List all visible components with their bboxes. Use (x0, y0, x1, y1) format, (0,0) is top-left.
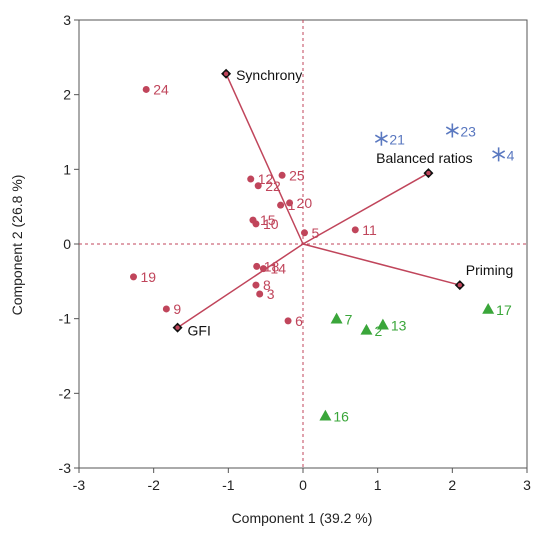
point-label: 11 (362, 222, 377, 238)
point-label: 13 (391, 318, 407, 334)
x-tick-label: -3 (73, 477, 86, 493)
point-label: 4 (507, 147, 515, 163)
vector-label: GFI (188, 323, 211, 339)
data-point (247, 175, 255, 183)
point-label: 6 (295, 313, 303, 329)
vector-end-dot (223, 71, 229, 76)
data-point (286, 199, 294, 207)
y-tick-label: 0 (63, 236, 71, 252)
x-tick-label: 0 (299, 477, 307, 493)
x-tick-label: 3 (523, 477, 531, 493)
point-label: 5 (311, 225, 319, 241)
vector-label: Priming (466, 262, 513, 278)
loading-vectors: Synchrony Balanced ratios Priming GFI (172, 67, 513, 339)
data-point (284, 317, 292, 325)
x-tick-label: -1 (222, 477, 235, 493)
data-point (492, 150, 506, 159)
y-tick-label: -1 (59, 311, 72, 327)
data-point (351, 226, 359, 234)
point-label: 12 (258, 171, 274, 187)
data-point (330, 312, 343, 324)
data-point (162, 305, 170, 313)
y-tick-label: -3 (59, 460, 72, 476)
data-point (130, 273, 138, 281)
vector-label: Synchrony (236, 67, 302, 83)
data-point (252, 281, 260, 289)
point-label: 15 (260, 212, 276, 228)
data-point (374, 134, 388, 143)
y-tick-label: 2 (63, 87, 71, 103)
data-point (445, 126, 459, 135)
point-label: 14 (270, 261, 286, 277)
vector-line (225, 73, 304, 245)
point-label: 20 (297, 195, 313, 211)
x-axis-label: Component 1 (39.2 %) (232, 510, 373, 526)
point-label: 10 (263, 216, 279, 232)
data-point (278, 171, 286, 179)
data-point (277, 201, 285, 209)
y-axis-label: Component 2 (26.8 %) (9, 175, 25, 316)
point-label: 19 (141, 269, 157, 285)
vector-line (177, 243, 304, 329)
data-point (259, 265, 267, 273)
y-tick-label: 1 (63, 161, 71, 177)
point-label: 9 (173, 301, 181, 317)
point-label: 2 (374, 323, 382, 339)
vector-line (302, 172, 429, 245)
vector-label: Balanced ratios (376, 150, 473, 166)
data-point (252, 220, 260, 228)
data-point (482, 302, 495, 314)
x-tick-label: 2 (448, 477, 456, 493)
vector-line (302, 243, 460, 286)
data-point (142, 85, 150, 93)
point-label: 25 (289, 167, 305, 183)
score-points: 2412222512015105111814198396713217162123… (130, 81, 515, 425)
data-point (376, 318, 389, 330)
y-tick-label: -2 (59, 385, 72, 401)
data-point (319, 409, 332, 421)
y-tick-label: 3 (63, 12, 71, 28)
point-label: 21 (389, 132, 405, 148)
point-label: 3 (267, 286, 275, 302)
point-label: 17 (496, 302, 512, 318)
data-point (256, 290, 264, 298)
vector-end-dot (175, 325, 180, 330)
point-label: 18 (264, 258, 280, 274)
data-point (360, 323, 373, 335)
point-label: 7 (345, 312, 353, 328)
point-label: 24 (153, 81, 169, 97)
point-label: 22 (265, 178, 281, 194)
x-tick-label: -2 (147, 477, 160, 493)
point-label: 23 (460, 124, 476, 140)
data-point (253, 262, 261, 270)
point-label: 8 (263, 277, 271, 293)
data-point (300, 229, 308, 237)
x-tick-label: 1 (374, 477, 382, 493)
vector-end-dot (457, 282, 462, 288)
vector-end-dot (426, 170, 431, 176)
point-label: 16 (333, 409, 349, 425)
data-point (254, 182, 262, 190)
